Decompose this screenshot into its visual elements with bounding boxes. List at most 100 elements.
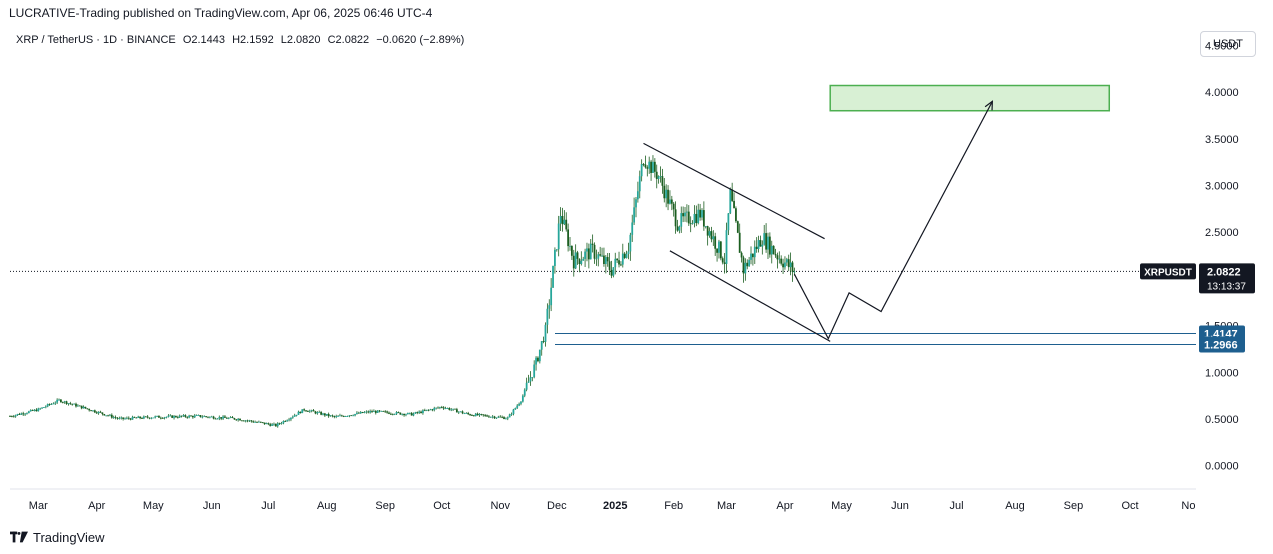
- candle: [595, 249, 598, 266]
- candle: [469, 413, 471, 416]
- candle: [406, 412, 409, 415]
- candle: [312, 409, 315, 412]
- candle-body: [67, 403, 70, 405]
- candle: [655, 164, 658, 189]
- candle: [659, 166, 662, 183]
- candle: [770, 240, 773, 264]
- candle-body: [142, 416, 145, 419]
- candle: [203, 415, 206, 418]
- candle-body: [325, 413, 328, 416]
- candle-body: [367, 411, 370, 413]
- candle: [354, 413, 356, 417]
- candle-body: [750, 253, 752, 260]
- candle-body: [535, 357, 537, 365]
- candle-body: [793, 271, 796, 273]
- time-axis: Mar Apr May Jun Jul Aug Sep Oct Nov Dec 2025 Feb Mar…: [29, 500, 1196, 512]
- candle: [642, 162, 645, 167]
- candle-body: [520, 401, 522, 404]
- candle-body: [420, 411, 422, 414]
- candle: [78, 405, 81, 407]
- candle: [636, 181, 639, 203]
- candle-body: [35, 409, 38, 412]
- candle-body: [58, 399, 60, 401]
- candle: [508, 413, 511, 418]
- candle: [265, 422, 268, 425]
- candle-body: [423, 410, 426, 412]
- candle: [471, 414, 473, 417]
- candle-body: [667, 189, 669, 204]
- projected-arrow-head: [984, 100, 994, 111]
- candle: [37, 407, 40, 412]
- candle: [578, 258, 581, 273]
- candle-body: [350, 415, 353, 417]
- candle-body: [312, 410, 315, 412]
- candle-body: [527, 381, 530, 383]
- candle-body: [14, 415, 17, 417]
- candle: [710, 226, 713, 243]
- candle-body: [612, 267, 615, 276]
- candle-body: [755, 246, 758, 249]
- candle-body: [712, 236, 715, 240]
- candle-body: [133, 416, 136, 418]
- candle-body: [365, 411, 368, 413]
- candle: [48, 403, 51, 406]
- candle-body: [399, 412, 402, 415]
- candle-body: [538, 349, 541, 362]
- candle-body: [512, 409, 515, 415]
- candle-body: [182, 415, 185, 417]
- candle-body: [46, 404, 49, 407]
- candle-body: [753, 246, 756, 258]
- candle: [218, 415, 221, 421]
- support-lines-layer: [555, 333, 1196, 346]
- candle: [271, 422, 273, 427]
- candle: [414, 411, 417, 414]
- candle-body: [761, 244, 764, 247]
- candle-body: [197, 415, 200, 416]
- candle-body: [695, 213, 698, 224]
- candle-body: [687, 211, 690, 224]
- candle-body: [257, 421, 260, 423]
- candle: [114, 415, 117, 420]
- candle: [576, 250, 579, 265]
- candle-body: [405, 414, 407, 416]
- symbol-name[interactable]: XRP / TetherUS · 1D · BINANCE: [16, 34, 176, 46]
- candle: [107, 414, 109, 417]
- candle: [550, 278, 553, 312]
- candle: [269, 422, 272, 427]
- candle-body: [521, 395, 524, 402]
- candle-body: [727, 213, 730, 231]
- candle-body: [606, 257, 609, 262]
- candle-body: [69, 403, 72, 405]
- candle-body: [657, 176, 660, 179]
- candle: [122, 417, 125, 421]
- candle-body: [548, 305, 551, 309]
- candle: [555, 249, 558, 252]
- candle: [112, 415, 115, 419]
- candle-body: [784, 262, 786, 268]
- candle: [365, 410, 368, 414]
- price-tick-label: 0.0000: [1205, 461, 1239, 473]
- candle-body: [388, 412, 390, 414]
- candle: [290, 417, 292, 422]
- candle-body: [342, 416, 345, 417]
- candle: [570, 245, 573, 260]
- candle: [199, 414, 202, 418]
- candle: [69, 401, 72, 405]
- time-tick-label: Feb: [664, 500, 683, 512]
- candle: [778, 251, 781, 264]
- candle-body: [452, 408, 455, 410]
- candle-body: [274, 423, 277, 427]
- currency-button[interactable]: USDT: [1200, 31, 1256, 57]
- candle-body: [112, 417, 115, 418]
- candle-body: [216, 418, 219, 420]
- candle: [725, 222, 728, 274]
- candle: [135, 417, 138, 419]
- candle: [499, 415, 502, 418]
- candle: [674, 201, 677, 234]
- candle: [222, 415, 224, 420]
- candle: [56, 398, 59, 405]
- countdown-label: 13:13:37: [1207, 281, 1246, 292]
- candle-body: [629, 234, 632, 252]
- candle: [382, 410, 385, 412]
